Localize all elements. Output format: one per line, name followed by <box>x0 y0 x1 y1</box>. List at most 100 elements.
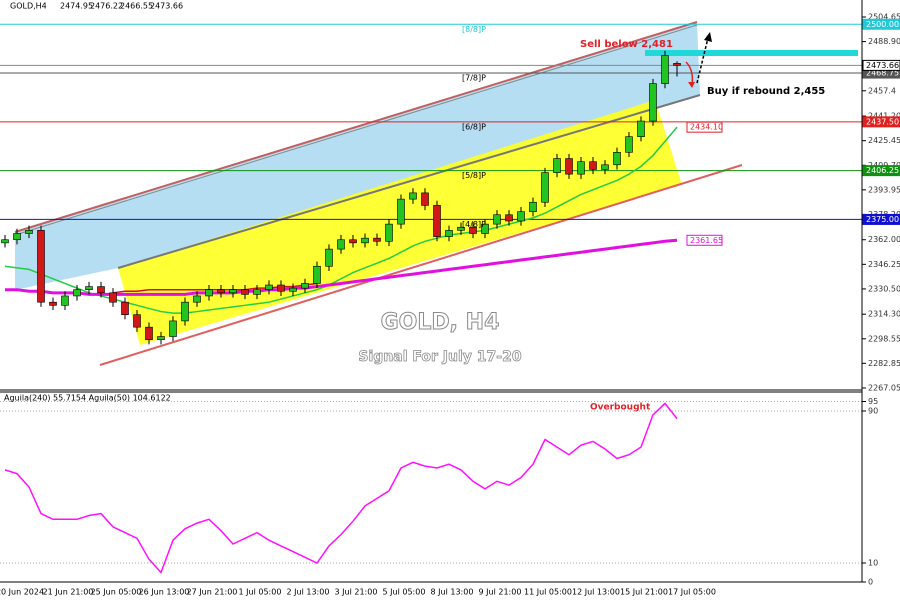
candle-body <box>553 158 561 173</box>
candle-body <box>157 336 165 340</box>
candle-body <box>505 214 513 222</box>
sell-zone <box>645 50 858 56</box>
y-tick-label: 2298.55 <box>868 334 900 343</box>
y-tick-label: 0 <box>868 578 873 587</box>
upper-trendline <box>14 21 698 233</box>
candle-body <box>37 230 45 303</box>
candle-body <box>673 63 681 66</box>
candle-body <box>193 295 201 303</box>
middle-trendline <box>117 94 701 269</box>
price-box-label: 2473.66 <box>866 61 899 70</box>
y-tick-label: 2362.00 <box>868 235 900 244</box>
candle-body <box>229 289 237 294</box>
candle-body <box>373 237 381 242</box>
candle-body <box>169 320 177 337</box>
candle-body <box>349 239 357 244</box>
candle-body <box>661 55 669 84</box>
y-tick-label: 2457.4 <box>868 86 896 95</box>
candle-body <box>625 136 633 153</box>
x-tick-label: 2 Jul 13:00 <box>287 588 330 597</box>
x-tick-label: 26 Jun 13:00 <box>139 588 190 597</box>
level-name: [8/8]P <box>462 25 486 34</box>
price-box <box>862 59 900 71</box>
y-tick-label: 2267.05 <box>868 383 900 392</box>
level-name: [5/8]P <box>462 171 486 180</box>
candle-body <box>145 326 153 340</box>
chart-title: GOLD, H4 <box>381 310 500 335</box>
price-box-label: 2500.00 <box>866 20 899 29</box>
series-label-box <box>686 121 723 133</box>
x-tick-label: 12 Jul 13:00 <box>572 588 620 597</box>
candle-body <box>433 205 441 237</box>
candle-body <box>601 164 609 170</box>
candle-body <box>421 192 429 206</box>
y-tick-label: 2282.85 <box>868 359 900 368</box>
candle-body <box>241 289 249 295</box>
level-name: [6/8]P <box>462 122 486 131</box>
candle-body <box>73 289 81 297</box>
price-box <box>862 165 900 177</box>
candle-body <box>25 230 33 234</box>
header-low: 2466.55 <box>120 2 153 11</box>
candle-body <box>277 284 285 292</box>
annotation: Buy if rebound 2,455 <box>707 86 825 97</box>
blue-channel <box>15 22 700 290</box>
level-name: [4/8]P <box>462 220 486 229</box>
upper-trendline-shadow <box>14 24 698 236</box>
price-box <box>862 18 900 30</box>
price-box <box>862 213 900 225</box>
chart-subtitle: Signal For July 17-20 <box>358 349 521 365</box>
line <box>4 402 678 574</box>
lower-trendline <box>99 164 743 366</box>
candle-body <box>181 301 189 322</box>
candle-body <box>385 223 393 242</box>
price-box-label: 2437.50 <box>866 117 899 126</box>
y-tick-label: 2441.20 <box>868 112 900 121</box>
candle-body <box>265 284 273 290</box>
x-tick-label: 15 Jul 21:00 <box>620 588 668 597</box>
candle-body <box>109 292 117 303</box>
price-box-label: 2468.75 <box>866 69 899 78</box>
candle-body <box>61 295 69 306</box>
candle-body <box>313 265 321 284</box>
y-tick-label: 2393.95 <box>868 185 900 194</box>
candle-body <box>289 287 297 292</box>
y-tick-label: 2425.45 <box>868 136 900 145</box>
candle-body <box>409 192 417 200</box>
x-tick-label: 1 Jul 05:00 <box>239 588 282 597</box>
x-tick-label: 5 Jul 05:00 <box>383 588 426 597</box>
candle-body <box>613 151 621 166</box>
y-tick-label: 2330.50 <box>868 284 900 293</box>
symbol: GOLD,H4 <box>10 2 47 11</box>
candle-body <box>133 314 141 328</box>
candle-body <box>253 289 261 295</box>
candle-body <box>397 198 405 225</box>
candle-body <box>469 226 477 234</box>
x-tick-label: 8 Jul 13:00 <box>431 588 474 597</box>
candle-body <box>457 226 465 231</box>
x-tick-label: 17 Jul 05:00 <box>668 588 716 597</box>
indicator-title: Aguila(240) 55.7154 Aguila(50) 104.6122 <box>4 394 171 403</box>
price-box <box>862 116 900 128</box>
price-box-label: 2375.00 <box>866 215 899 224</box>
candle-body <box>565 158 573 175</box>
candle-body <box>445 230 453 237</box>
candle-body <box>217 289 225 294</box>
candle-body <box>541 172 549 203</box>
black-arrow <box>696 37 709 84</box>
candle-body <box>85 286 93 290</box>
candle-body <box>517 211 525 222</box>
black-arrowhead <box>704 32 712 42</box>
y-tick-label: 2346.25 <box>868 260 900 269</box>
y-tick-label: 2314.30 <box>868 310 900 319</box>
candle-body <box>649 83 657 122</box>
candle-body <box>589 161 597 170</box>
x-tick-label: 21 Jun 21:00 <box>43 588 94 597</box>
y-tick-label: 10 <box>868 559 878 568</box>
candle-body <box>301 283 309 289</box>
candle-body <box>493 214 501 225</box>
candle-body <box>97 286 105 294</box>
candle-body <box>205 289 213 297</box>
